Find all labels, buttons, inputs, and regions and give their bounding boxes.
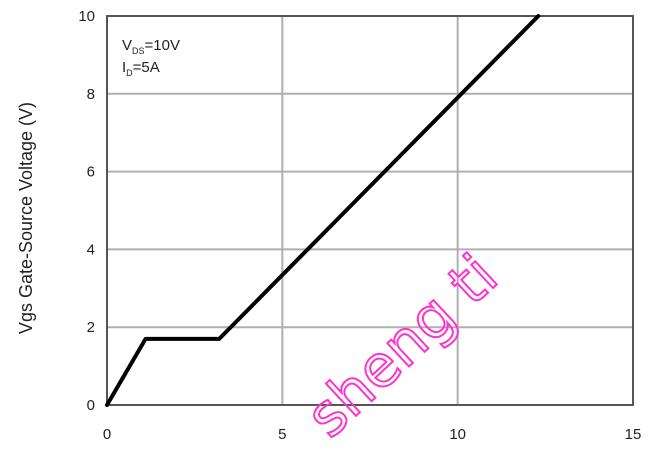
y-axis-title: Vgs Gate-Source Voltage (V) — [16, 102, 36, 334]
id-value: =5A — [133, 59, 160, 76]
y-tick-label: 2 — [87, 319, 95, 336]
x-tick-labels: 0 5 10 15 — [103, 426, 642, 443]
vds-annotation: VDS=10V — [122, 37, 180, 56]
watermark: sheng ti — [293, 241, 510, 450]
x-tick-label: 10 — [449, 426, 466, 443]
vgs-curve — [105, 14, 541, 407]
id-subscript: D — [126, 68, 133, 78]
id-symbol: I — [122, 59, 126, 76]
id-annotation: ID=5A — [122, 59, 160, 78]
y-tick-label: 6 — [87, 164, 95, 181]
plot-frame — [106, 15, 634, 406]
y-tick-label: 0 — [87, 397, 95, 414]
y-tick-label: 8 — [87, 86, 95, 103]
x-tick-label: 5 — [278, 426, 286, 443]
y-tick-labels: 0 2 4 6 8 10 — [78, 8, 95, 414]
x-tick-label: 15 — [625, 426, 642, 443]
condition-annotation: VDS=10V ID=5A — [122, 37, 180, 78]
x-tick-label: 0 — [103, 426, 111, 443]
y-tick-label: 10 — [78, 8, 95, 25]
vds-value: =10V — [145, 37, 180, 54]
y-tick-label: 4 — [87, 241, 95, 258]
vds-symbol: V — [122, 37, 132, 54]
series-layer — [105, 14, 541, 407]
vds-subscript: DS — [132, 46, 145, 56]
